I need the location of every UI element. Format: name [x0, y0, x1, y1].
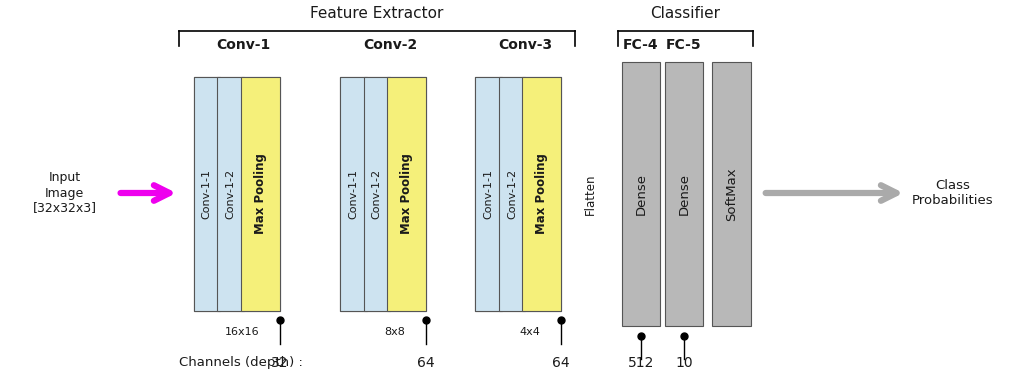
Text: 16x16: 16x16: [224, 327, 259, 337]
Text: SoftMax: SoftMax: [725, 167, 737, 221]
Text: 4x4: 4x4: [520, 327, 541, 337]
Bar: [340, 77, 426, 311]
Bar: [475, 77, 502, 311]
Bar: [241, 77, 280, 311]
Bar: [475, 77, 561, 311]
Text: 64: 64: [552, 356, 570, 370]
Text: Max Pooling: Max Pooling: [536, 154, 548, 234]
Text: Conv-1-2: Conv-1-2: [225, 169, 236, 219]
Bar: [665, 62, 703, 326]
Text: Input
Image
[32x32x3]: Input Image [32x32x3]: [33, 171, 96, 215]
Text: Max Pooling: Max Pooling: [254, 154, 266, 234]
Text: Channels (depth) :: Channels (depth) :: [179, 356, 303, 369]
Text: Flatten: Flatten: [585, 173, 597, 215]
Bar: [340, 77, 367, 311]
Bar: [364, 77, 390, 311]
Text: Conv-1-1: Conv-1-1: [348, 169, 358, 219]
Text: Conv-1-2: Conv-1-2: [507, 169, 517, 219]
Text: 32: 32: [270, 356, 289, 370]
Bar: [712, 62, 751, 326]
Text: 8x8: 8x8: [385, 327, 406, 337]
Text: Conv-3: Conv-3: [499, 38, 552, 52]
Bar: [522, 77, 561, 311]
Text: Classifier: Classifier: [650, 6, 720, 21]
Text: Max Pooling: Max Pooling: [400, 154, 413, 234]
Text: 10: 10: [675, 356, 693, 370]
Bar: [194, 77, 220, 311]
Text: Conv-2: Conv-2: [364, 38, 417, 52]
Text: 64: 64: [417, 356, 435, 370]
Text: Conv-1-2: Conv-1-2: [372, 169, 382, 219]
Text: 512: 512: [628, 356, 654, 370]
Text: Class
Probabilities: Class Probabilities: [911, 179, 993, 207]
Bar: [217, 77, 244, 311]
Text: Conv-1-1: Conv-1-1: [202, 169, 212, 219]
Text: Conv-1-1: Conv-1-1: [483, 169, 494, 219]
Bar: [499, 77, 525, 311]
Bar: [622, 62, 660, 326]
Bar: [387, 77, 426, 311]
Bar: [194, 77, 280, 311]
Text: Feature Extractor: Feature Extractor: [310, 6, 443, 21]
Text: Conv-1: Conv-1: [217, 38, 270, 52]
Text: FC-4: FC-4: [624, 38, 658, 52]
Text: Dense: Dense: [678, 173, 690, 215]
Text: Dense: Dense: [635, 173, 647, 215]
Text: FC-5: FC-5: [667, 38, 701, 52]
